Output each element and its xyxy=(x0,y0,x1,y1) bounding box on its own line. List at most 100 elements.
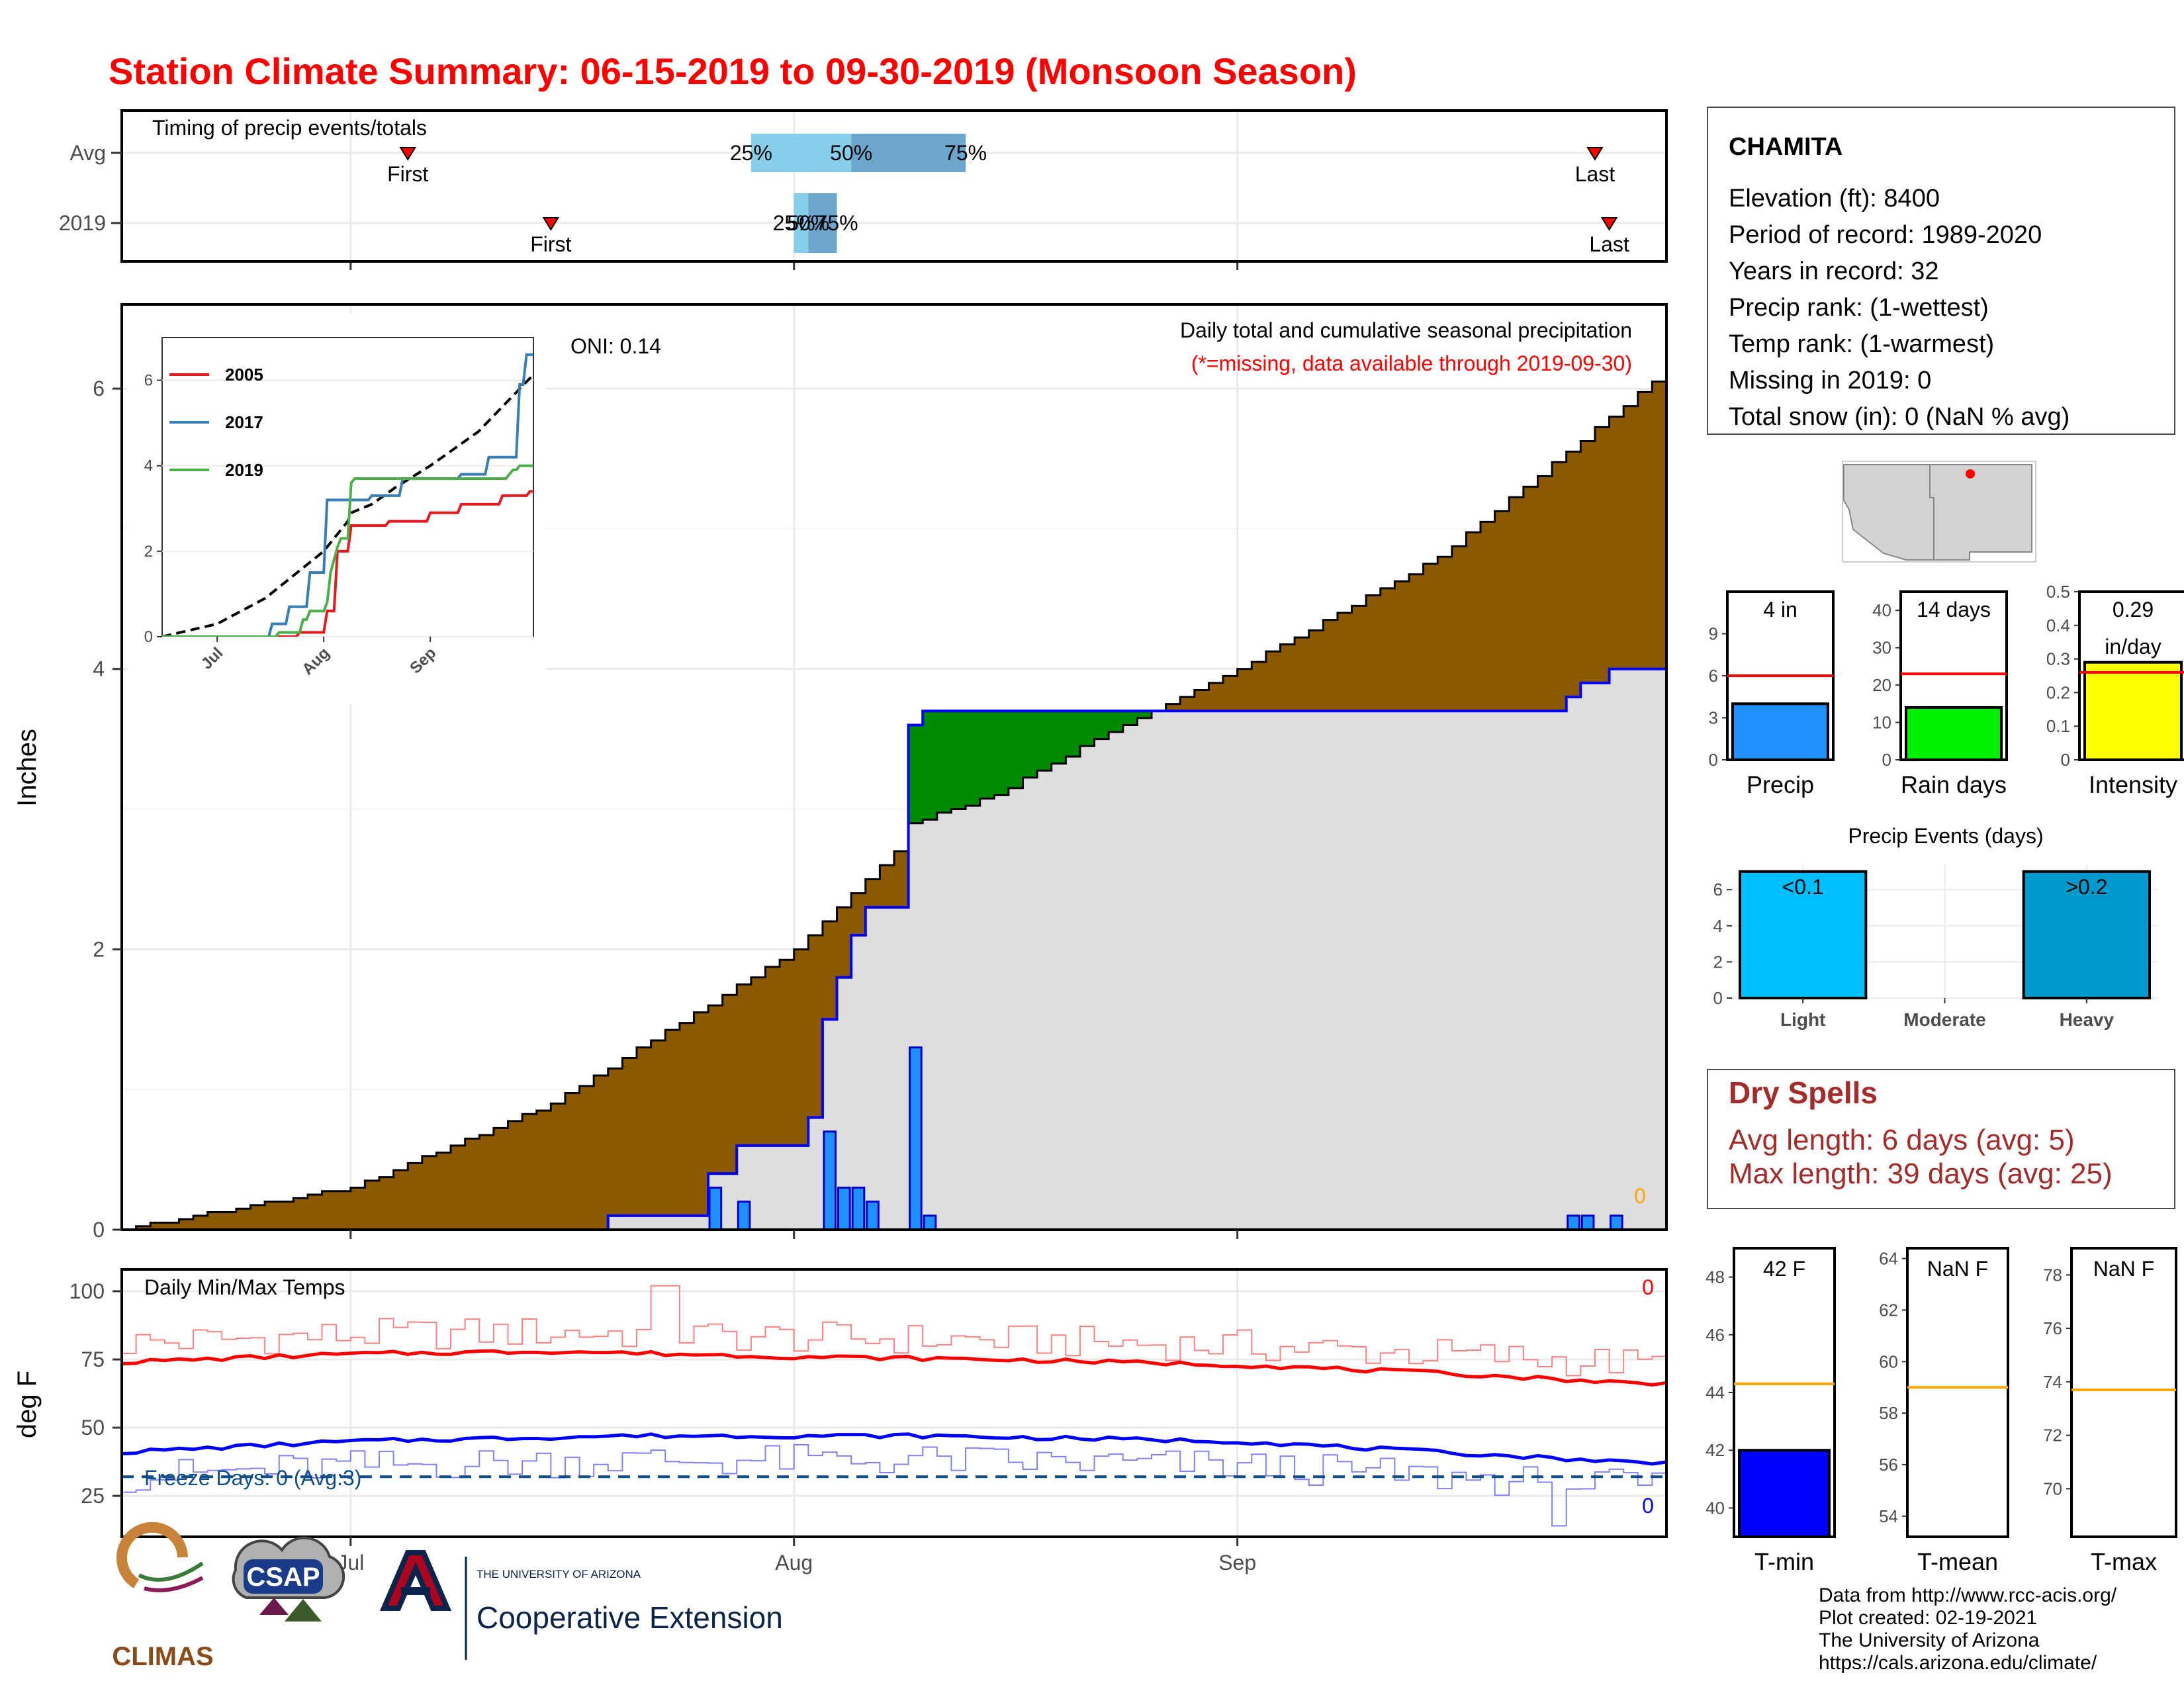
timing-avg-pct-label: 75% xyxy=(944,141,987,165)
daily-precip-bar xyxy=(737,1201,751,1230)
events-x-tick-label: Moderate xyxy=(1903,1009,1985,1030)
station-temp-rank: Temp rank: (1-warmest) xyxy=(1729,330,1994,358)
tmean-summary-y-tick-label: 60 xyxy=(1879,1351,1898,1371)
rain-days-summary-y-tick-label: 40 xyxy=(1872,600,1891,620)
precip-panel-frame xyxy=(120,303,1668,1231)
tmean-summary-frame xyxy=(1906,1247,2009,1538)
precip-summary-y-tick-label: 3 xyxy=(1709,708,1718,728)
timing-avg-q50-q75-bar xyxy=(851,134,966,172)
inset-y-tick-label: 0 xyxy=(144,628,153,646)
timing-2019-pct-label: 50% xyxy=(787,211,829,235)
dry-spells-box: Dry Spells Avg length: 6 days (avg: 5) M… xyxy=(1707,1069,2175,1209)
inset-y-tick-label: 2 xyxy=(144,543,153,561)
rain-days-summary-y-tick-label: 10 xyxy=(1872,713,1891,733)
tmin-summary-y-tick-label: 40 xyxy=(1706,1498,1725,1518)
timing-2019-first-label: First xyxy=(530,232,571,256)
tmin-summary-y-tick-label: 42 xyxy=(1706,1440,1725,1460)
oni-value: ONI: 0.14 xyxy=(570,334,661,358)
obs-cumulative-line xyxy=(122,667,1666,1230)
inset-y-tick-label: 4 xyxy=(144,457,153,475)
timing-panel-label: Timing of precip events/totals xyxy=(152,116,427,140)
page-title: Station Climate Summary: 06-15-2019 to 0… xyxy=(109,50,1357,92)
events-y-tick-label: 4 xyxy=(1713,916,1723,936)
tmax-summary-frame xyxy=(2070,1247,2177,1538)
station-elevation: Elevation (ft): 8400 xyxy=(1729,185,1940,212)
dry-spells-avg: Avg length: 6 days (avg: 5) xyxy=(1729,1124,2075,1156)
events-y-tick-label: 2 xyxy=(1713,952,1723,972)
intensity-summary-value-text: in/day xyxy=(2105,635,2161,659)
precip-events-title: Precip Events (days) xyxy=(1848,824,2043,848)
precip-y-tick-label: 6 xyxy=(93,377,105,400)
timing-2019-last-marker xyxy=(1600,217,1618,231)
tmin-summary-y-tick-label: 48 xyxy=(1706,1267,1725,1287)
intensity-summary-y-tick-label: 0.3 xyxy=(2046,649,2070,669)
station-name: CHAMITA xyxy=(1729,133,1843,161)
daily-precip-bar xyxy=(909,1046,923,1230)
tmax-summary-y-tick-label: 76 xyxy=(2043,1318,2062,1338)
inset-y-tick-label: 6 xyxy=(144,372,153,390)
intensity-summary-label: Intensity xyxy=(2089,771,2177,798)
daily-tmax-line xyxy=(122,1285,1666,1377)
timing-avg-last-marker xyxy=(1586,147,1604,161)
rain-days-summary-value-bar xyxy=(1905,706,2003,762)
rain-days-summary-frame xyxy=(1899,590,2008,761)
tmin-summary-value-text: 42 F xyxy=(1763,1257,1805,1281)
tmean-summary-y-tick-label: 56 xyxy=(1879,1455,1898,1475)
precip-summary-y-tick-label: 0 xyxy=(1709,750,1718,770)
temp-y-tick-label: 25 xyxy=(81,1484,105,1508)
tmax-summary-y-tick-label: 70 xyxy=(2043,1479,2062,1498)
tmean-summary-label: T-mean xyxy=(1917,1548,1998,1575)
tmax-summary-y-tick-label: 78 xyxy=(2043,1265,2062,1285)
freeze-days: Freeze Days: 0 (Avg:3) xyxy=(144,1466,361,1490)
rain-days-summary-value-text: 14 days xyxy=(1917,598,1991,621)
precip-missing-note: (*=missing, data available through 2019-… xyxy=(1191,351,1632,375)
tmean-summary-y-tick-label: 64 xyxy=(1879,1249,1898,1269)
avg-tmin-line xyxy=(122,1432,1666,1466)
timing-avg-q25-q50-bar xyxy=(751,134,852,172)
inset-2019-line xyxy=(162,464,533,637)
arizona-a-logo: THE UNIVERSITY OF ARIZONA Cooperative Ex… xyxy=(379,1550,783,1660)
temp-missing-min: 0 xyxy=(1642,1494,1654,1518)
intensity-summary-frame xyxy=(2078,590,2184,761)
credit-url: https://cals.arizona.edu/climate/ xyxy=(1819,1652,2097,1674)
daily-precip-bar xyxy=(851,1186,866,1230)
csap-logo-text: CSAP xyxy=(246,1563,320,1592)
credit-university: The University of Arizona xyxy=(1819,1629,2040,1651)
ua-logo-small-text: THE UNIVERSITY OF ARIZONA xyxy=(477,1568,641,1580)
timing-2019-pct-label: 25% xyxy=(773,211,815,235)
station-info-box: CHAMITA Elevation (ft): 8400 Period of r… xyxy=(1707,107,2175,435)
timing-2019-pct-label: 75% xyxy=(816,211,858,235)
timing-row-avg-label: Avg xyxy=(69,141,106,165)
climas-logo: CLIMAS xyxy=(112,1522,214,1671)
timing-panel-frame xyxy=(120,109,1668,263)
dry-spells-max: Max length: 39 days (avg: 25) xyxy=(1729,1158,2113,1190)
intensity-summary-y-tick-label: 0.5 xyxy=(2046,582,2070,602)
daily-precip-bar xyxy=(837,1186,851,1230)
daily-precip-bar xyxy=(708,1186,723,1230)
tmin-summary-y-tick-label: 46 xyxy=(1706,1325,1725,1345)
daily-precip-bar xyxy=(1580,1214,1595,1230)
new-mexico-shape xyxy=(1929,464,2032,561)
precip-y-axis-label: Inches xyxy=(13,729,42,807)
precip-missing-count: 0 xyxy=(1634,1184,1646,1208)
precip-y-tick-label: 2 xyxy=(93,937,105,961)
precip-events-panel: Precip Events (days) 0 2 4 6 <0.1 Light Modera… xyxy=(1713,824,2158,1030)
tmax-summary-y-tick-label: 74 xyxy=(2043,1372,2062,1392)
rain-days-summary-y-tick-label: 20 xyxy=(1872,675,1891,695)
timing-avg-pct-label: 50% xyxy=(830,141,872,165)
precip-common-area xyxy=(122,668,1666,1230)
precip-subtitle: Daily total and cumulative seasonal prec… xyxy=(1180,318,1632,342)
intensity-summary-y-tick-label: 0.4 xyxy=(2046,616,2070,635)
climas-logo-text: CLIMAS xyxy=(112,1642,213,1671)
rain-days-summary-y-tick-label: 30 xyxy=(1872,638,1891,658)
precip-summary-value-bar xyxy=(1731,702,1829,762)
inset-legend-label: 2019 xyxy=(225,460,263,480)
credit-data-source: Data from http://www.rcc-acis.org/ xyxy=(1819,1584,2117,1606)
events-y-tick-label: 6 xyxy=(1713,880,1723,899)
tmin-summary-value-bar xyxy=(1738,1449,1831,1538)
timing-avg-pct-label: 25% xyxy=(730,141,772,165)
timing-2019-last-label: Last xyxy=(1589,232,1629,256)
inset-legend-label: 2017 xyxy=(225,412,263,432)
tmean-summary-y-tick-label: 54 xyxy=(1879,1506,1898,1526)
